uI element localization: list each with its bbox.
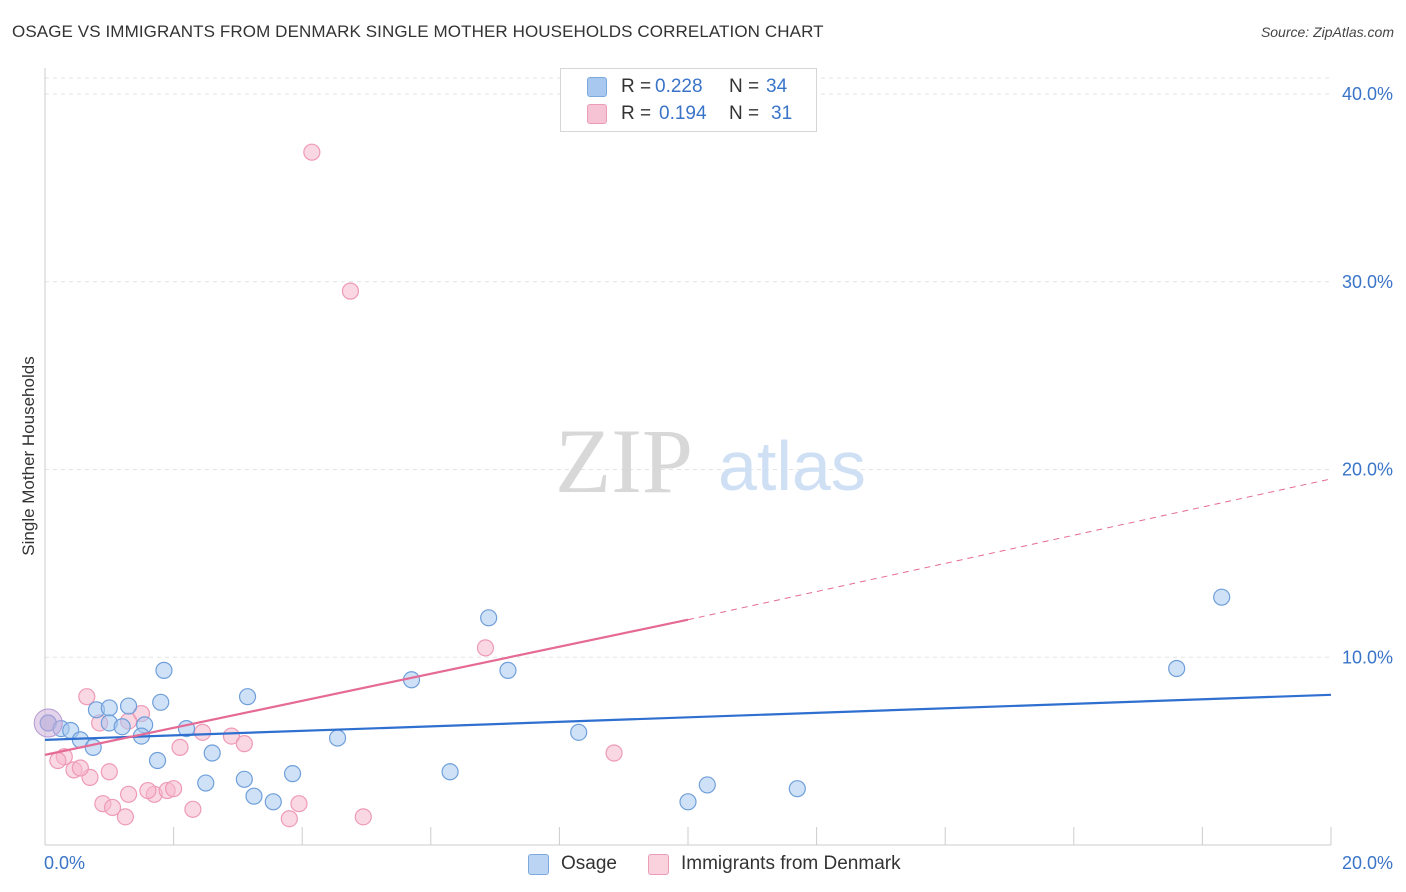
data-point-osage [245,787,263,805]
data-point-osage [499,661,517,679]
legend-n-value: 34 [766,76,788,97]
data-point-immigrants [171,738,189,756]
legend-row-immigrants: R = 0.194 N = 31 [561,101,816,127]
bottom-legend-immigrants: Immigrants from Denmark [648,852,901,876]
data-point-immigrants [193,723,212,741]
bottom-legend-swatch-osage [528,853,549,875]
data-point-osage [570,723,588,741]
legend-swatch-osage [587,77,607,97]
data-point-immigrants [184,800,202,818]
trend-lines [44,478,1332,756]
data-point-immigrants [116,808,134,826]
data-point-osage [113,718,131,736]
data-point-immigrants [605,744,623,762]
data-point-osage [1168,659,1186,678]
data-point-immigrants [303,143,321,161]
bottom-legend-label-osage: Osage [561,853,617,874]
data-point-osage [155,661,173,679]
data-point-immigrants [354,808,372,826]
legend-r-value: 0.228 [655,76,703,97]
legend-r-label: R = [621,76,652,97]
legend-n-label: N = [729,103,760,124]
data-point-osage [264,793,282,811]
data-point-osage [235,770,253,788]
data-point-osage [84,738,102,756]
trend-line-osage [44,693,1332,741]
data-point-immigrants [290,795,308,813]
data-point-osage [698,776,716,794]
legend-r-value: 0.194 [659,103,707,124]
data-point-osage [100,699,118,717]
data-point-immigrants [139,781,157,800]
y-tick-label: 10.0% [1342,647,1393,667]
y-tick-label: 20.0% [1342,460,1393,480]
watermark-zip: ZIP [555,410,693,512]
grid-lines [45,77,1331,658]
correlation-legend: R = 0.228 N = 34 R = 0.194 N = 31 [560,68,817,132]
y-tick-label: 40.0% [1342,84,1393,104]
data-point-immigrants [165,780,183,798]
x-tick-label-min: 0.0% [44,853,85,873]
y-axis-label: Single Mother Households [19,356,38,555]
bottom-legend-label-immigrants: Immigrants from Denmark [681,853,901,874]
data-point-osage [203,744,221,762]
bottom-legend-swatch-immigrants [648,853,669,875]
data-point-immigrants [103,798,122,817]
data-point-immigrants [341,282,360,300]
data-point-immigrants [119,785,138,803]
data-point-osage [788,780,806,798]
source-label: Source: ZipAtlas.com [1260,24,1394,40]
legend-swatch-immigrants [587,104,607,124]
data-point-osage [480,609,498,627]
data-point-immigrants [71,759,89,777]
tick-labels: 10.0% 20.0% 30.0% 40.0% 0.0% 20.0% [44,84,1393,873]
legend-n-value: 31 [771,103,793,124]
data-point-osage [152,693,170,711]
legend-row-osage: R = 0.228 N = 34 [561,74,816,100]
trend-line-immigrants [44,618,689,756]
data-point-osage [197,774,215,792]
data-point-osage [328,729,347,747]
watermark-atlas: atlas [718,427,866,505]
data-point-osage [283,765,302,783]
data-point-immigrants [235,735,253,753]
chart-title: OSAGE VS IMMIGRANTS FROM DENMARK SINGLE … [12,22,824,41]
data-point-immigrants [280,810,298,828]
data-point-overlap [33,708,63,738]
y-tick-label: 30.0% [1342,272,1393,292]
data-point-immigrants [100,763,118,781]
data-point-immigrants [476,639,495,657]
data-point-osage [679,793,697,811]
data-point-immigrants [49,751,67,770]
data-point-immigrants [78,688,96,706]
x-tick-label-max: 20.0% [1342,853,1393,873]
legend-n-label: N = [729,76,760,97]
series-osage-points [33,588,1231,811]
data-point-osage [441,763,459,781]
series-immigrants-points [39,143,623,828]
data-point-osage [1213,588,1231,606]
data-point-osage [148,751,167,770]
data-point-osage [238,688,257,706]
legend-r-label: R = [621,103,652,124]
data-point-osage [119,697,138,715]
bottom-legend-osage: Osage [528,852,617,876]
